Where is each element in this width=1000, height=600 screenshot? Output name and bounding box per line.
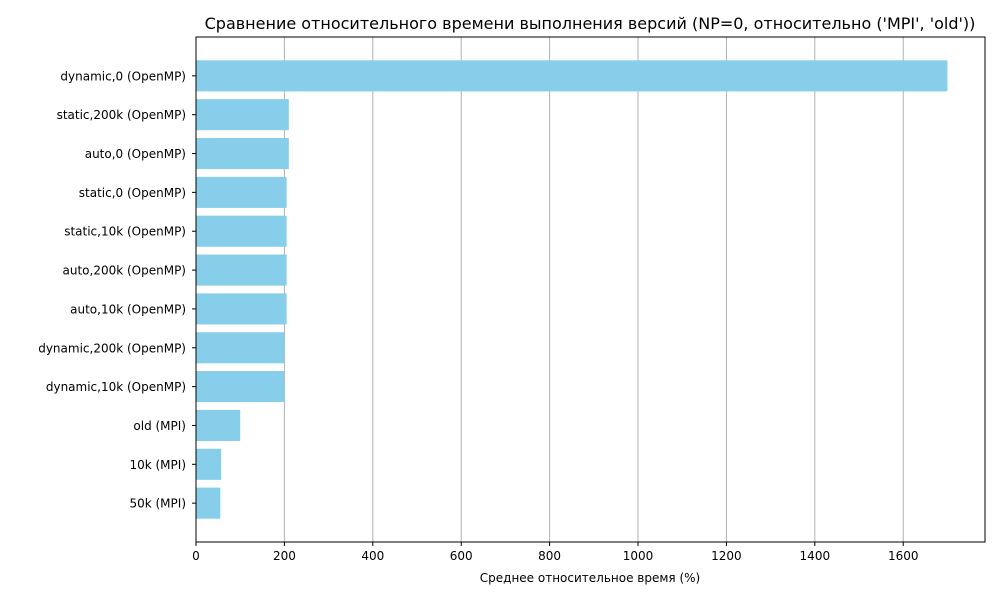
bar <box>196 332 285 364</box>
bar <box>196 99 289 131</box>
bar <box>196 448 222 480</box>
bar <box>196 254 287 286</box>
bar <box>196 176 287 208</box>
category-label: old (MPI) <box>133 419 186 433</box>
category-label: auto,200k (OpenMP) <box>63 264 187 278</box>
category-label: static,200k (OpenMP) <box>57 108 186 122</box>
category-label: auto,10k (OpenMP) <box>70 302 186 316</box>
x-tick-label: 200 <box>273 549 296 563</box>
category-label: 10k (MPI) <box>129 458 186 472</box>
bar <box>196 293 287 325</box>
bar <box>196 60 948 92</box>
plot-frame <box>195 36 986 543</box>
bar <box>196 138 289 170</box>
x-tick-label: 1400 <box>800 549 831 563</box>
x-tick-label: 1200 <box>711 549 742 563</box>
bar <box>196 215 287 247</box>
category-label: dynamic,10k (OpenMP) <box>46 380 186 394</box>
category-label: auto,0 (OpenMP) <box>85 147 186 161</box>
bars <box>196 60 948 519</box>
y-axis-ticks: dynamic,0 (OpenMP) static,200k (OpenMP) au… <box>38 69 196 511</box>
x-tick-label: 1600 <box>888 549 919 563</box>
x-axis-label: Среднее относительное время (%) <box>480 571 700 585</box>
category-label: dynamic,200k (OpenMP) <box>38 341 186 355</box>
category-label: static,0 (OpenMP) <box>79 186 186 200</box>
x-tick-label: 1000 <box>623 549 654 563</box>
x-tick-label: 400 <box>361 549 384 563</box>
x-axis-ticks: 0 200 400 600 800 1000 1200 1400 1600 <box>192 542 919 563</box>
bar <box>196 487 221 519</box>
chart-title: Сравнение относительного времени выполне… <box>205 14 976 33</box>
plot-border <box>195 36 986 543</box>
bar <box>196 371 285 403</box>
category-label: 50k (MPI) <box>129 497 186 511</box>
bar <box>196 409 241 441</box>
x-tick-label: 600 <box>450 549 473 563</box>
category-label: static,10k (OpenMP) <box>64 225 186 239</box>
category-label: dynamic,0 (OpenMP) <box>60 69 186 83</box>
x-tick-label: 800 <box>538 549 561 563</box>
grid-lines <box>283 37 904 542</box>
x-tick-label: 0 <box>192 549 200 563</box>
